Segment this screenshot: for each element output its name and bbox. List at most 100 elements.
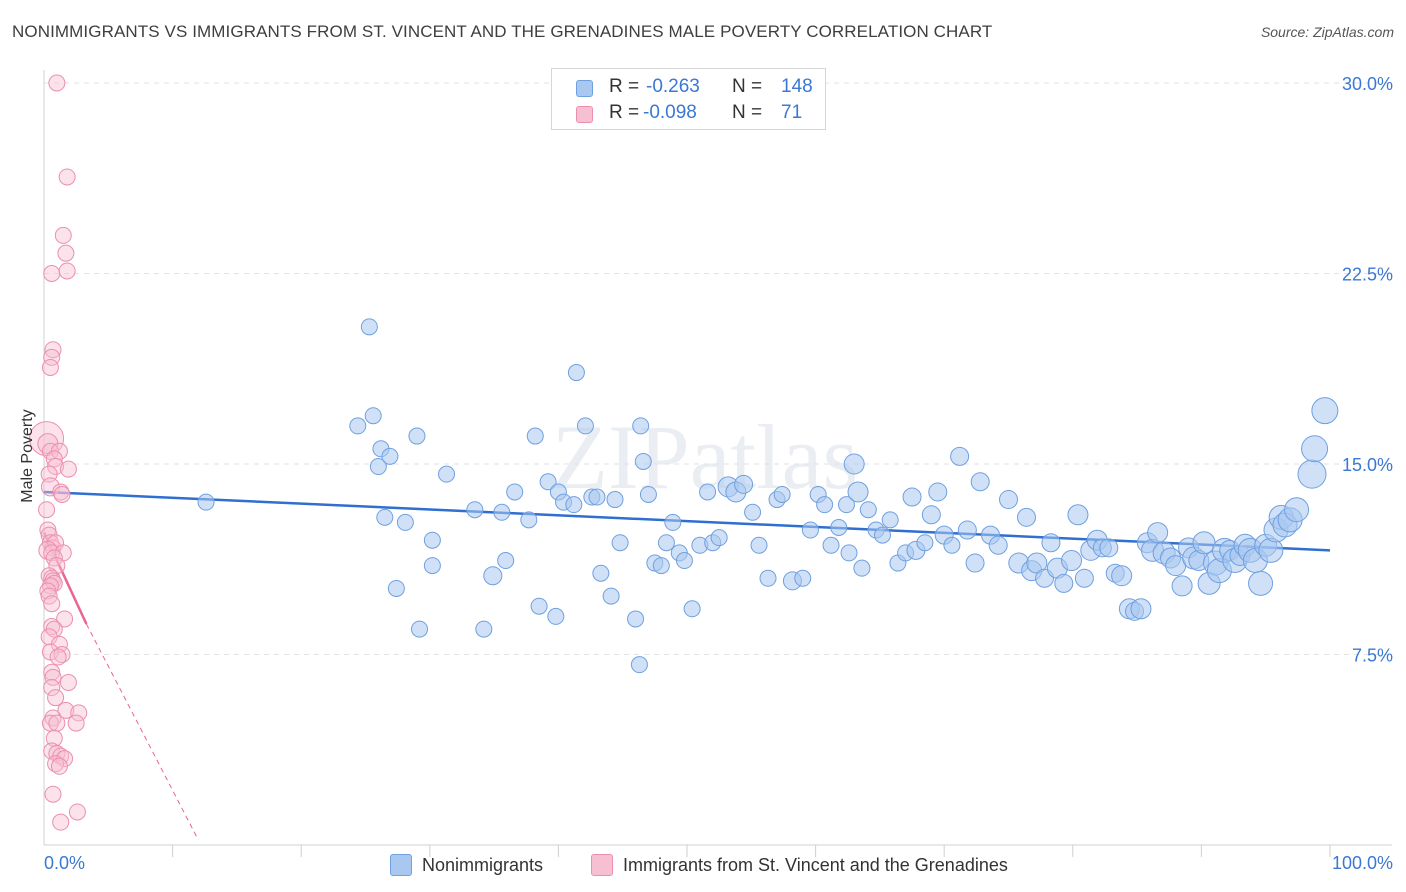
data-point-nonimmigrant [988, 535, 1008, 555]
legend-label: Nonimmigrants [422, 855, 544, 875]
data-point-nonimmigrant [483, 566, 503, 586]
r-label: R = [609, 102, 640, 123]
data-point-nonimmigrant [853, 559, 871, 577]
r-value: -0.263 [646, 76, 700, 97]
data-point-nonimmigrant [1147, 522, 1169, 544]
data-point-nonimmigrant [699, 483, 717, 501]
data-point-nonimmigrant [592, 564, 610, 582]
data-point-immigrant [59, 673, 77, 691]
data-point-nonimmigrant [916, 534, 934, 552]
data-point-nonimmigrant [801, 521, 819, 539]
data-point-nonimmigrant [664, 513, 682, 531]
gridlines [43, 70, 1392, 846]
data-point-nonimmigrant [840, 544, 858, 562]
data-point-immigrant [48, 714, 66, 732]
data-point-nonimmigrant [822, 536, 840, 554]
data-point-nonimmigrant [497, 552, 515, 570]
data-point-immigrant [70, 704, 88, 722]
stats-row-nonimmigrants: R = -0.263 N = 148 [552, 76, 825, 102]
x-tick-label: 0.0% [44, 853, 85, 873]
data-point-nonimmigrant [943, 536, 961, 554]
data-point-nonimmigrant [710, 529, 728, 547]
data-point-nonimmigrant [639, 485, 657, 503]
data-point-nonimmigrant [683, 600, 701, 618]
axes [172, 845, 1331, 857]
data-point-immigrant [56, 610, 74, 628]
data-point-nonimmigrant [999, 490, 1018, 510]
data-point-nonimmigrant [734, 474, 754, 494]
data-point-nonimmigrant [950, 446, 970, 466]
data-point-immigrant [38, 501, 56, 519]
data-point-nonimmigrant [547, 607, 565, 625]
data-point-nonimmigrant [606, 491, 624, 509]
stats-box: R = -0.263 N = 148 R = -0.098 N = 71 [551, 68, 826, 130]
data-point-immigrant [43, 618, 61, 636]
trend-line-nonimmigrants [43, 490, 1331, 552]
data-point-nonimmigrant [627, 610, 645, 628]
data-point-nonimmigrant [830, 519, 848, 536]
data-point-nonimmigrant [526, 427, 544, 445]
data-point-nonimmigrant [1017, 507, 1037, 527]
stats-swatch-blue [576, 80, 593, 97]
y-tick-label: 30.0% [1342, 74, 1393, 94]
data-point-immigrant [49, 648, 67, 666]
data-point-immigrant [43, 265, 61, 282]
n-value: 71 [781, 102, 803, 123]
r-label: R = [609, 76, 640, 97]
data-point-nonimmigrant [567, 364, 585, 382]
data-point-immigrant [57, 701, 75, 719]
data-point-nonimmigrant [369, 458, 387, 476]
r-value: -0.098 [643, 102, 697, 123]
data-point-nonimmigrant [1054, 573, 1074, 593]
y-axis-label: Male Poverty [19, 409, 36, 503]
data-point-immigrant [58, 262, 76, 280]
y-tick-labels: 7.5% 15.0% 22.5% 30.0% [1342, 74, 1393, 666]
data-point-nonimmigrant [1284, 497, 1310, 523]
data-point-immigrant [48, 74, 66, 92]
stats-row-immigrants: R = -0.098 N = 71 [552, 102, 825, 128]
data-point-nonimmigrant [634, 452, 652, 470]
data-point-nonimmigrant [197, 493, 215, 511]
y-tick-label: 15.0% [1342, 455, 1393, 475]
data-point-nonimmigrant [1248, 570, 1274, 596]
data-point-immigrant [52, 813, 70, 831]
data-point-immigrant [68, 803, 86, 821]
data-point-immigrant [58, 168, 76, 186]
data-point-nonimmigrant [408, 427, 426, 445]
data-point-nonimmigrant [1311, 397, 1339, 425]
data-point-immigrant [59, 460, 77, 478]
data-point-nonimmigrant [466, 501, 484, 519]
data-point-immigrant [50, 757, 68, 775]
n-label: N = [732, 102, 763, 123]
data-point-nonimmigrant [539, 473, 557, 491]
data-point-nonimmigrant [423, 557, 441, 575]
n-label: N = [732, 76, 763, 97]
data-point-nonimmigrant [843, 453, 865, 475]
data-point-nonimmigrant [506, 483, 524, 501]
data-point-nonimmigrant [1074, 568, 1094, 588]
data-point-immigrant [41, 358, 59, 376]
data-point-immigrant [43, 679, 61, 697]
data-point-nonimmigrant [965, 553, 985, 573]
data-point-nonimmigrant [1171, 575, 1193, 597]
data-point-nonimmigrant [957, 520, 977, 540]
data-point-immigrant [44, 785, 62, 803]
data-point-immigrant [43, 595, 61, 613]
data-point-nonimmigrant [902, 487, 922, 507]
data-point-nonimmigrant [921, 505, 941, 525]
data-point-nonimmigrant [1099, 538, 1119, 558]
data-point-nonimmigrant [611, 534, 629, 552]
data-point-nonimmigrant [588, 488, 606, 506]
data-point-nonimmigrant [475, 620, 493, 638]
data-point-immigrant [43, 544, 61, 562]
data-point-nonimmigrant [493, 503, 511, 521]
series-immigrants [29, 74, 88, 831]
data-point-nonimmigrant [816, 496, 834, 514]
data-point-immigrant [41, 442, 59, 460]
data-point-nonimmigrant [438, 465, 456, 483]
data-point-immigrant [57, 244, 75, 262]
y-tick-label: 7.5% [1352, 646, 1393, 666]
data-point-nonimmigrant [1297, 459, 1327, 489]
data-point-nonimmigrant [376, 508, 394, 526]
